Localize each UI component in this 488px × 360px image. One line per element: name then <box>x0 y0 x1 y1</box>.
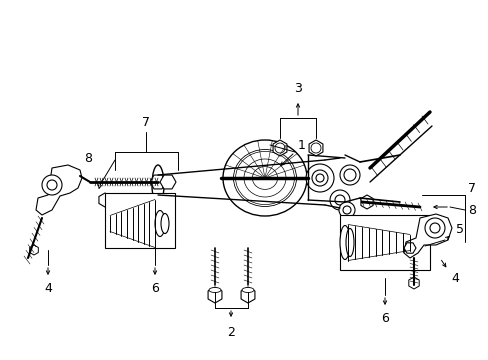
Circle shape <box>343 169 355 181</box>
Text: 6: 6 <box>151 282 159 294</box>
Text: 5: 5 <box>455 222 463 235</box>
Text: 8: 8 <box>84 152 92 165</box>
Ellipse shape <box>244 159 285 197</box>
Text: 2: 2 <box>226 325 234 338</box>
Circle shape <box>315 174 324 182</box>
Ellipse shape <box>242 288 253 292</box>
Circle shape <box>311 170 327 186</box>
Circle shape <box>334 195 345 205</box>
Circle shape <box>338 202 354 218</box>
Ellipse shape <box>235 152 294 204</box>
Circle shape <box>339 165 359 185</box>
Circle shape <box>47 180 57 190</box>
Ellipse shape <box>152 165 163 205</box>
Text: 7: 7 <box>467 181 475 194</box>
Circle shape <box>310 143 320 153</box>
Text: 8: 8 <box>467 203 475 216</box>
Text: 7: 7 <box>142 116 150 129</box>
Bar <box>339 215 429 270</box>
Circle shape <box>305 164 333 192</box>
Ellipse shape <box>339 225 349 260</box>
Polygon shape <box>403 214 451 258</box>
Text: 4: 4 <box>44 282 52 294</box>
Circle shape <box>274 143 285 153</box>
Ellipse shape <box>208 288 221 292</box>
Circle shape <box>342 206 350 214</box>
Circle shape <box>429 223 439 233</box>
Circle shape <box>42 175 62 195</box>
Circle shape <box>329 190 349 210</box>
Text: 4: 4 <box>450 271 458 284</box>
Ellipse shape <box>161 213 169 234</box>
Ellipse shape <box>233 149 296 207</box>
Ellipse shape <box>252 167 277 189</box>
Ellipse shape <box>346 229 353 257</box>
Bar <box>105 193 175 248</box>
Text: 6: 6 <box>380 311 388 324</box>
Text: 1: 1 <box>298 139 305 152</box>
Text: 3: 3 <box>293 81 301 95</box>
Ellipse shape <box>223 140 306 216</box>
Circle shape <box>424 218 444 238</box>
Polygon shape <box>36 165 82 215</box>
Ellipse shape <box>155 211 164 237</box>
